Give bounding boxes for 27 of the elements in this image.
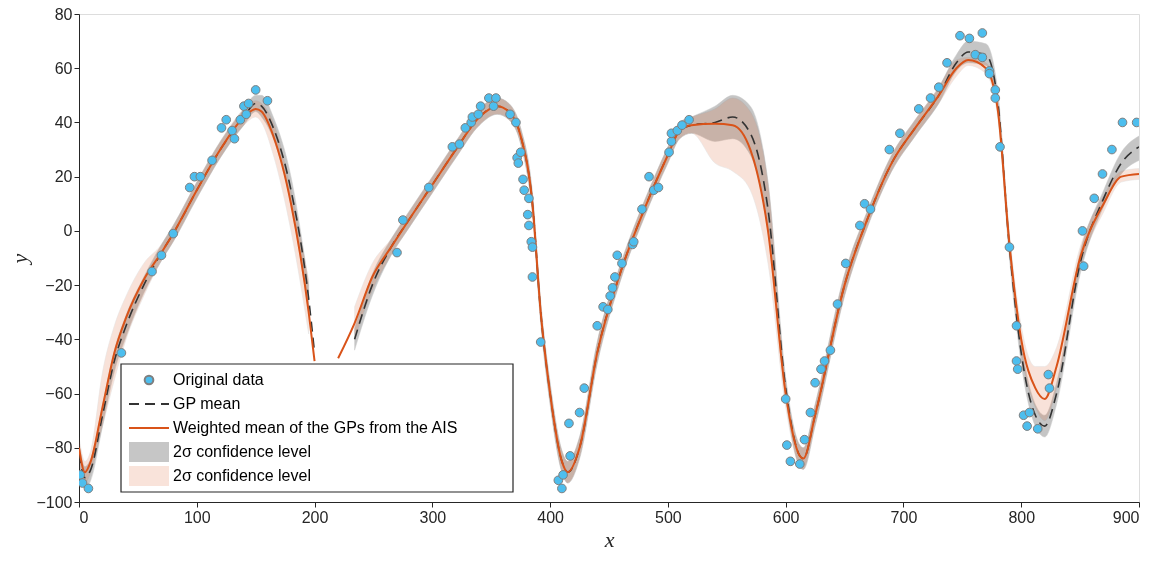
annotation: 2σ confidence level <box>173 443 311 460</box>
y-tick-label: −60 <box>45 385 73 403</box>
x-tick-label: 900 <box>1112 508 1140 526</box>
legend-label: Weighted mean of the GPs from the AIS <box>173 419 458 436</box>
x-tick-label: 200 <box>301 508 329 526</box>
y-tick-label: 20 <box>54 168 73 186</box>
annotation: 2σ confidence level <box>173 467 311 484</box>
x-tick-label: 400 <box>537 508 565 526</box>
y-tick-label: 80 <box>54 5 73 23</box>
y-tick-label: −100 <box>36 493 73 511</box>
legend-label: Original data <box>173 371 264 388</box>
x-axis-title: x <box>603 526 615 552</box>
y-axis-title: y <box>7 253 33 266</box>
legend-label: GP mean <box>173 395 241 412</box>
x-tick-label: 0 <box>79 508 89 526</box>
x-tick-label: 600 <box>772 508 800 526</box>
y-tick-label: 60 <box>54 59 73 77</box>
x-tick-label: 100 <box>183 508 211 526</box>
y-tick-label: 0 <box>63 222 73 240</box>
x-tick-label: 700 <box>890 508 918 526</box>
x-tick-label: 500 <box>655 508 682 526</box>
y-tick-label: −80 <box>45 439 73 457</box>
y-tick-label: 40 <box>54 113 73 131</box>
x-tick-label: 300 <box>419 508 447 526</box>
y-tick-label: −20 <box>45 276 73 294</box>
y-tick-label: −40 <box>45 330 73 348</box>
x-tick-label: 800 <box>1008 508 1036 526</box>
